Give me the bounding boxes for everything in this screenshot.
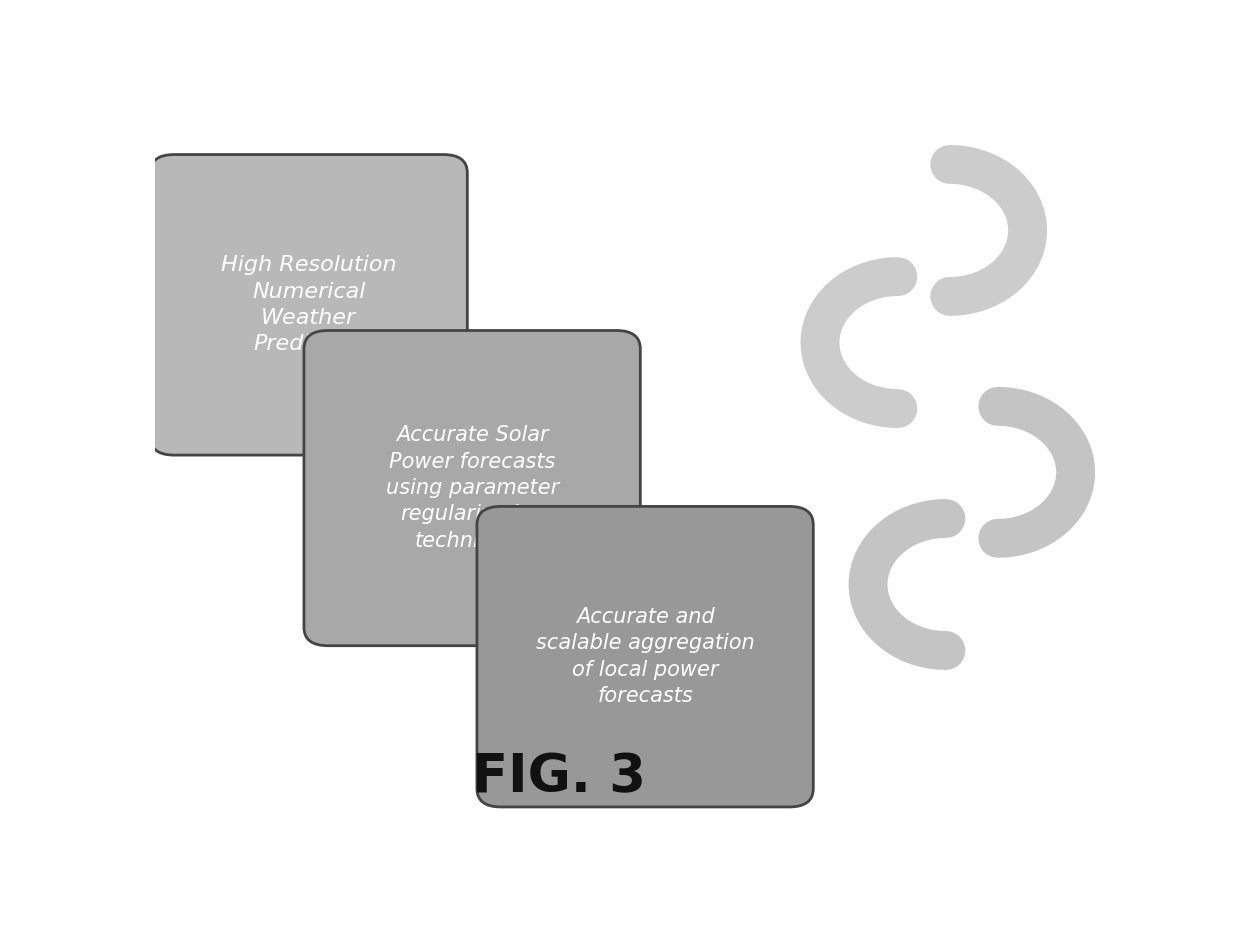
FancyBboxPatch shape: [304, 330, 640, 645]
FancyBboxPatch shape: [150, 154, 467, 455]
Text: Accurate and
scalable aggregation
of local power
forecasts: Accurate and scalable aggregation of loc…: [536, 607, 754, 706]
Text: High Resolution
Numerical
Weather
Prediction: High Resolution Numerical Weather Predic…: [221, 255, 397, 354]
FancyBboxPatch shape: [477, 506, 813, 807]
Text: FIG. 3: FIG. 3: [471, 751, 646, 803]
Text: Accurate Solar
Power forecasts
using parameter
regularization
techniques: Accurate Solar Power forecasts using par…: [386, 426, 559, 551]
